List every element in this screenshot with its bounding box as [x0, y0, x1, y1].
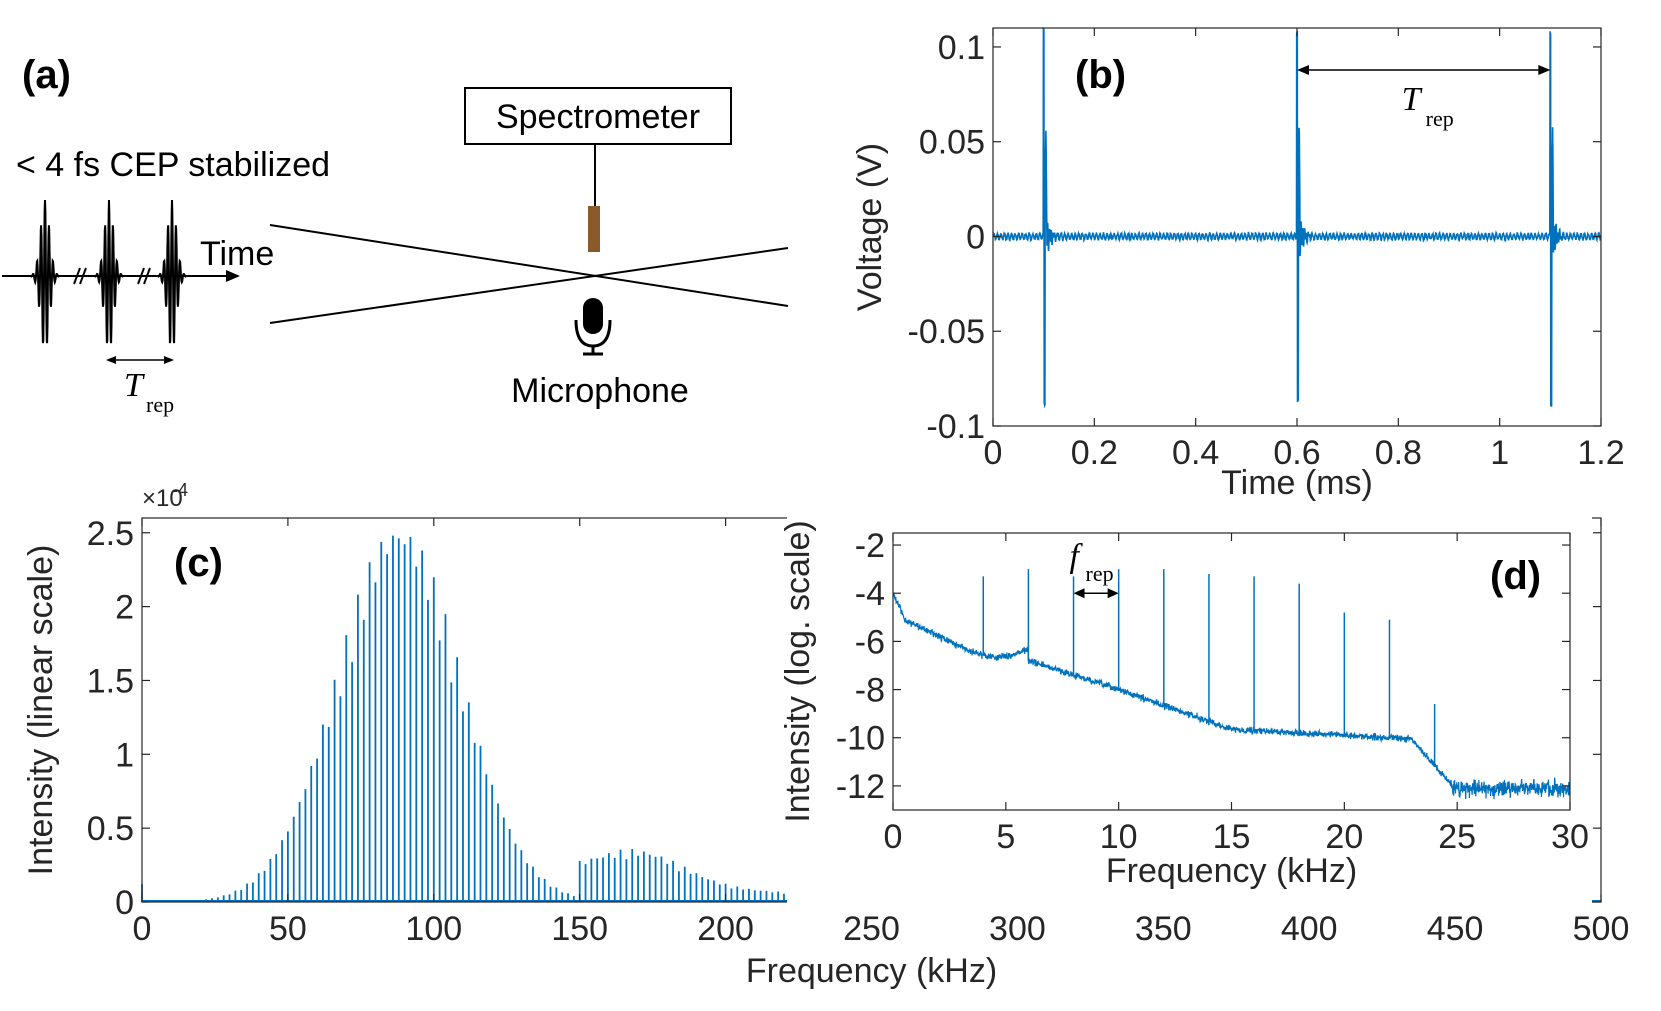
b-xtick-label: 0 [984, 434, 1003, 472]
c-ytick-label: 1 [115, 736, 134, 774]
b-ytick-label: 0 [966, 218, 985, 256]
d-xtick-label: 5 [996, 818, 1015, 856]
c-xtick-label: 300 [989, 910, 1046, 948]
panel-b: 0 0.2 0.4 0.6 0.8 1 1.2 -0.1 -0.05 0 0.05 0.1 (b) T… [851, 26, 1625, 502]
panel-b-ylabel: Voltage (V) [851, 143, 889, 311]
d-xtick-label: 30 [1551, 818, 1589, 856]
c-xtick-label: 0 [133, 910, 152, 948]
frep-sub: rep [1086, 561, 1114, 586]
frep-arrow-right [1107, 588, 1119, 599]
panel-c-ticks: 0 50 100 150 200 250 300 350 400 450 50000.511.522… [87, 515, 1630, 948]
trep-a-main: T [124, 367, 145, 404]
b-xtick-label: 0.8 [1375, 434, 1422, 472]
b-ytick-label: 0.1 [938, 29, 985, 67]
panel-d-background [787, 513, 1592, 910]
panel-b-frame [992, 27, 1602, 427]
c-xtick-label: 150 [551, 910, 608, 948]
panel-d-label: (d) [1490, 554, 1541, 598]
b-xtick-label: 0.4 [1172, 434, 1219, 472]
time-label: Time [200, 235, 274, 273]
trep-b-sub: rep [1426, 106, 1454, 131]
c-xtick-label: 500 [1573, 910, 1630, 948]
panel-c-multiplier: ×10 [142, 485, 183, 512]
b-ytick-label: 0.05 [919, 124, 985, 162]
panel-c-xlabel: Frequency (kHz) [746, 952, 997, 990]
b-xtick-label: 0.6 [1273, 434, 1320, 472]
c-ytick-label: 2.5 [87, 515, 134, 553]
d-xtick-label: 20 [1325, 818, 1363, 856]
spectrometer-label: Spectrometer [496, 98, 700, 136]
panel-c-ylabel: Intensity (linear scale) [22, 545, 60, 876]
pulse-3 [157, 199, 187, 344]
microphone-label: Microphone [511, 372, 689, 410]
c-xtick-label: 400 [1281, 910, 1338, 948]
b-xtick-label: 1.2 [1577, 434, 1624, 472]
axis-break-1 [73, 267, 87, 285]
time-axis-arrowhead [226, 270, 240, 282]
b-xtick-label: 0.2 [1071, 434, 1118, 472]
panel-b-ticks: 0 0.2 0.4 0.6 0.8 1 1.2 -0.1 -0.05 0 0.05 0.1 [908, 28, 1625, 472]
beam-2 [269, 247, 789, 324]
d-ytick-label: -12 [836, 768, 885, 806]
b-ytick-label: -0.05 [908, 313, 986, 351]
panel-d-ylabel: Intensity (log. scale) [779, 520, 817, 822]
panel-d-xlabel: Frequency (kHz) [1106, 852, 1357, 890]
d-xtick-label: 10 [1100, 818, 1138, 856]
c-ytick-label: 0.5 [87, 810, 134, 848]
c-ytick-label: 2 [115, 589, 134, 627]
spectrometer-box [464, 87, 732, 145]
panel-b-trep-annotation: T rep [1297, 65, 1551, 131]
panel-d-ticks: 0 5 10 15 20 25 30 -12 -10 -8 -6 -4 -2 [836, 527, 1589, 856]
d-ytick-label: -8 [855, 672, 885, 710]
axis-break-2 [137, 267, 151, 285]
panel-c-multiplier-exp: -4 [172, 480, 188, 500]
panel-d-frame [892, 532, 1571, 811]
d-ytick-label: -10 [836, 720, 885, 758]
d-ytick-label: -2 [855, 527, 885, 565]
c-xtick-label: 350 [1135, 910, 1192, 948]
b-xtick-label: 1 [1490, 434, 1509, 472]
trep-arrow-a-right [164, 356, 174, 364]
c-xtick-label: 50 [269, 910, 307, 948]
c-xtick-label: 450 [1427, 910, 1484, 948]
panel-b-label: (b) [1075, 53, 1126, 97]
frep-spikes [982, 569, 1436, 766]
panel-a: (a) < 4 fs CEP stabilized Time T rep Spe… [2, 53, 789, 417]
log-spectrum-trace [892, 592, 1571, 800]
trep-b-main: T [1402, 81, 1423, 118]
c-ytick-label: 1.5 [87, 662, 134, 700]
d-ytick-label: -6 [855, 623, 885, 661]
b-ytick-label: -0.1 [926, 408, 985, 446]
electrode [588, 206, 600, 252]
pulse-2 [94, 199, 124, 344]
pulse-1 [30, 199, 60, 344]
panel-a-label: (a) [22, 53, 71, 97]
panel-d: 0 5 10 15 20 25 30 -12 -10 -8 -6 -4 -2 (d) Frequency… [779, 513, 1592, 910]
trep-arrow-b-left [1297, 65, 1309, 75]
c-xtick-label: 250 [843, 910, 900, 948]
d-xtick-label: 25 [1438, 818, 1476, 856]
panel-b-xlabel: Time (ms) [1221, 464, 1373, 502]
trep-a-sub: rep [146, 392, 174, 417]
c-ytick-label: 0 [115, 884, 134, 922]
trep-arrow-a-left [106, 356, 116, 364]
frep-arrow-left [1073, 588, 1085, 599]
beam-1 [269, 224, 789, 307]
d-ytick-label: -4 [855, 575, 885, 613]
microphone-icon [574, 298, 612, 356]
pulse-description: < 4 fs CEP stabilized [16, 146, 330, 184]
d-xtick-label: 0 [884, 818, 903, 856]
c-xtick-label: 100 [405, 910, 462, 948]
c-xtick-label: 200 [697, 910, 754, 948]
panel-c-label: (c) [174, 541, 223, 585]
d-xtick-label: 15 [1213, 818, 1251, 856]
trep-arrow-b-right [1538, 65, 1551, 75]
